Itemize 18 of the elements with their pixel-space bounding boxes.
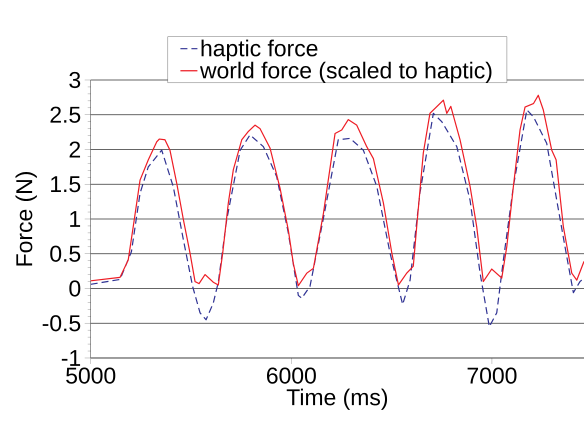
- legend-label: haptic force: [202, 40, 318, 61]
- y-tick-label: 0.5: [50, 246, 80, 262]
- y-axis-title: Force (N): [16, 172, 37, 266]
- y-tick-label: 3: [69, 72, 80, 88]
- line-series: [90, 94, 584, 286]
- y-tick-label: 2.5: [50, 106, 80, 123]
- x-tick-label: 7000: [468, 368, 517, 384]
- legend-label: world force (scaled to haptic): [200, 62, 492, 84]
- line-series: [90, 109, 584, 328]
- y-tick-label: 2: [70, 141, 80, 158]
- y-tick-label: -1: [62, 350, 80, 366]
- y-tick-label: -0.5: [42, 315, 80, 332]
- x-tick-label: 6000: [266, 368, 316, 384]
- x-tick-label: 5000: [66, 368, 116, 384]
- y-tick-label: 1.5: [51, 176, 80, 192]
- y-tick-label: 1: [70, 211, 80, 227]
- y-tick-label: 0: [69, 280, 80, 297]
- x-axis-title: Time (ms): [286, 388, 388, 410]
